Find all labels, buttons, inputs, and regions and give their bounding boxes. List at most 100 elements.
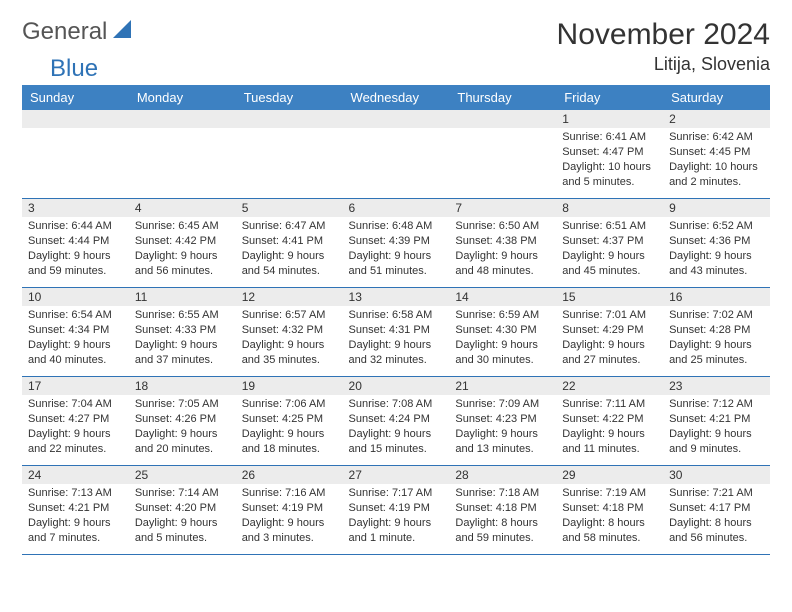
sunrise-text: Sunrise: 7:09 AM — [455, 397, 550, 412]
sunrise-text: Sunrise: 6:42 AM — [669, 130, 764, 145]
logo-text-blue: Blue — [50, 55, 98, 83]
logo-sail-icon — [113, 20, 135, 45]
sunset-text: Sunset: 4:36 PM — [669, 234, 764, 249]
day-number — [343, 110, 450, 128]
sunrise-text: Sunrise: 7:11 AM — [562, 397, 657, 412]
day-number: 10 — [22, 288, 129, 306]
daylight-text: Daylight: 9 hours and 1 minute. — [349, 516, 444, 546]
sunset-text: Sunset: 4:22 PM — [562, 412, 657, 427]
daylight-text: Daylight: 9 hours and 25 minutes. — [669, 338, 764, 368]
daylight-text: Daylight: 10 hours and 5 minutes. — [562, 160, 657, 190]
sunrise-text: Sunrise: 6:48 AM — [349, 219, 444, 234]
sunset-text: Sunset: 4:21 PM — [669, 412, 764, 427]
sunset-text: Sunset: 4:39 PM — [349, 234, 444, 249]
day-content: Sunrise: 6:59 AMSunset: 4:30 PMDaylight:… — [449, 306, 556, 371]
sunrise-text: Sunrise: 7:16 AM — [242, 486, 337, 501]
sunset-text: Sunset: 4:21 PM — [28, 501, 123, 516]
daylight-text: Daylight: 8 hours and 59 minutes. — [455, 516, 550, 546]
day-number: 5 — [236, 199, 343, 217]
calendar-day-cell: 14Sunrise: 6:59 AMSunset: 4:30 PMDayligh… — [449, 288, 556, 377]
calendar-day-cell: 5Sunrise: 6:47 AMSunset: 4:41 PMDaylight… — [236, 199, 343, 288]
title-block: November 2024 Litija, Slovenia — [557, 18, 770, 75]
daylight-text: Daylight: 8 hours and 56 minutes. — [669, 516, 764, 546]
daylight-text: Daylight: 9 hours and 32 minutes. — [349, 338, 444, 368]
sunrise-text: Sunrise: 6:52 AM — [669, 219, 764, 234]
day-number — [236, 110, 343, 128]
calendar-day-cell: 11 Sunrise: 6:55 AMSunset: 4:33 PMDayligh… — [129, 288, 236, 377]
sunset-text: Sunset: 4:26 PM — [135, 412, 230, 427]
calendar-day-cell — [22, 110, 129, 199]
day-content: Sunrise: 7:21 AMSunset: 4:17 PMDaylight:… — [663, 484, 770, 549]
sunset-text: Sunset: 4:19 PM — [242, 501, 337, 516]
calendar-week-row: 1Sunrise: 6:41 AMSunset: 4:47 PMDaylight… — [22, 110, 770, 199]
sunrise-text: Sunrise: 6:45 AM — [135, 219, 230, 234]
daylight-text: Daylight: 9 hours and 51 minutes. — [349, 249, 444, 279]
day-number — [449, 110, 556, 128]
calendar-table: SundayMondayTuesdayWednesdayThursdayFrid… — [22, 85, 770, 555]
calendar-day-cell: 28Sunrise: 7:18 AMSunset: 4:18 PMDayligh… — [449, 466, 556, 555]
day-number — [22, 110, 129, 128]
calendar-day-cell: 25Sunrise: 7:14 AMSunset: 4:20 PMDayligh… — [129, 466, 236, 555]
day-number: 22 — [556, 377, 663, 395]
day-number — [129, 110, 236, 128]
day-number: 1 — [556, 110, 663, 128]
sunset-text: Sunset: 4:41 PM — [242, 234, 337, 249]
calendar-day-cell: 22Sunrise: 7:11 AMSunset: 4:22 PMDayligh… — [556, 377, 663, 466]
calendar-day-cell: 12Sunrise: 6:57 AMSunset: 4:32 PMDayligh… — [236, 288, 343, 377]
day-content: Sunrise: 6:50 AMSunset: 4:38 PMDaylight:… — [449, 217, 556, 282]
calendar-day-cell: 13Sunrise: 6:58 AMSunset: 4:31 PMDayligh… — [343, 288, 450, 377]
sunrise-text: Sunrise: 7:05 AM — [135, 397, 230, 412]
calendar-day-cell: 17Sunrise: 7:04 AMSunset: 4:27 PMDayligh… — [22, 377, 129, 466]
calendar-day-cell: 30Sunrise: 7:21 AMSunset: 4:17 PMDayligh… — [663, 466, 770, 555]
day-content: Sunrise: 7:02 AMSunset: 4:28 PMDaylight:… — [663, 306, 770, 371]
day-number: 11 — [129, 288, 236, 306]
sunset-text: Sunset: 4:23 PM — [455, 412, 550, 427]
sunrise-text: Sunrise: 6:55 AM — [135, 308, 230, 323]
calendar-day-cell: 18Sunrise: 7:05 AMSunset: 4:26 PMDayligh… — [129, 377, 236, 466]
day-number: 25 — [129, 466, 236, 484]
sunset-text: Sunset: 4:30 PM — [455, 323, 550, 338]
daylight-text: Daylight: 9 hours and 56 minutes. — [135, 249, 230, 279]
sunrise-text: Sunrise: 6:47 AM — [242, 219, 337, 234]
calendar-week-row: 10Sunrise: 6:54 AMSunset: 4:34 PMDayligh… — [22, 288, 770, 377]
daylight-text: Daylight: 9 hours and 59 minutes. — [28, 249, 123, 279]
day-content: Sunrise: 6:45 AMSunset: 4:42 PMDaylight:… — [129, 217, 236, 282]
sunset-text: Sunset: 4:31 PM — [349, 323, 444, 338]
daylight-text: Daylight: 9 hours and 43 minutes. — [669, 249, 764, 279]
day-content: Sunrise: 7:14 AMSunset: 4:20 PMDaylight:… — [129, 484, 236, 549]
weekday-header: Sunday — [22, 85, 129, 110]
daylight-text: Daylight: 9 hours and 13 minutes. — [455, 427, 550, 457]
sunrise-text: Sunrise: 6:44 AM — [28, 219, 123, 234]
sunset-text: Sunset: 4:37 PM — [562, 234, 657, 249]
sunset-text: Sunset: 4:24 PM — [349, 412, 444, 427]
sunset-text: Sunset: 4:17 PM — [669, 501, 764, 516]
day-content: Sunrise: 7:18 AMSunset: 4:18 PMDaylight:… — [449, 484, 556, 549]
day-content: Sunrise: 7:06 AMSunset: 4:25 PMDaylight:… — [236, 395, 343, 460]
month-title: November 2024 — [557, 18, 770, 52]
calendar-day-cell — [129, 110, 236, 199]
weekday-header: Tuesday — [236, 85, 343, 110]
sunset-text: Sunset: 4:33 PM — [135, 323, 230, 338]
daylight-text: Daylight: 9 hours and 5 minutes. — [135, 516, 230, 546]
day-content: Sunrise: 7:13 AMSunset: 4:21 PMDaylight:… — [22, 484, 129, 549]
day-number: 3 — [22, 199, 129, 217]
day-content: Sunrise: 7:01 AMSunset: 4:29 PMDaylight:… — [556, 306, 663, 371]
calendar-day-cell: 4Sunrise: 6:45 AMSunset: 4:42 PMDaylight… — [129, 199, 236, 288]
day-number: 24 — [22, 466, 129, 484]
day-content: Sunrise: 7:17 AMSunset: 4:19 PMDaylight:… — [343, 484, 450, 549]
daylight-text: Daylight: 9 hours and 48 minutes. — [455, 249, 550, 279]
sunset-text: Sunset: 4:32 PM — [242, 323, 337, 338]
calendar-day-cell: 23Sunrise: 7:12 AMSunset: 4:21 PMDayligh… — [663, 377, 770, 466]
day-content: Sunrise: 6:44 AMSunset: 4:44 PMDaylight:… — [22, 217, 129, 282]
day-number: 17 — [22, 377, 129, 395]
calendar-day-cell: 27Sunrise: 7:17 AMSunset: 4:19 PMDayligh… — [343, 466, 450, 555]
day-content: Sunrise: 7:16 AMSunset: 4:19 PMDaylight:… — [236, 484, 343, 549]
sunrise-text: Sunrise: 6:50 AM — [455, 219, 550, 234]
sunset-text: Sunset: 4:19 PM — [349, 501, 444, 516]
day-number: 23 — [663, 377, 770, 395]
daylight-text: Daylight: 9 hours and 37 minutes. — [135, 338, 230, 368]
sunrise-text: Sunrise: 7:06 AM — [242, 397, 337, 412]
day-content: Sunrise: 7:05 AMSunset: 4:26 PMDaylight:… — [129, 395, 236, 460]
daylight-text: Daylight: 9 hours and 18 minutes. — [242, 427, 337, 457]
sunrise-text: Sunrise: 6:41 AM — [562, 130, 657, 145]
